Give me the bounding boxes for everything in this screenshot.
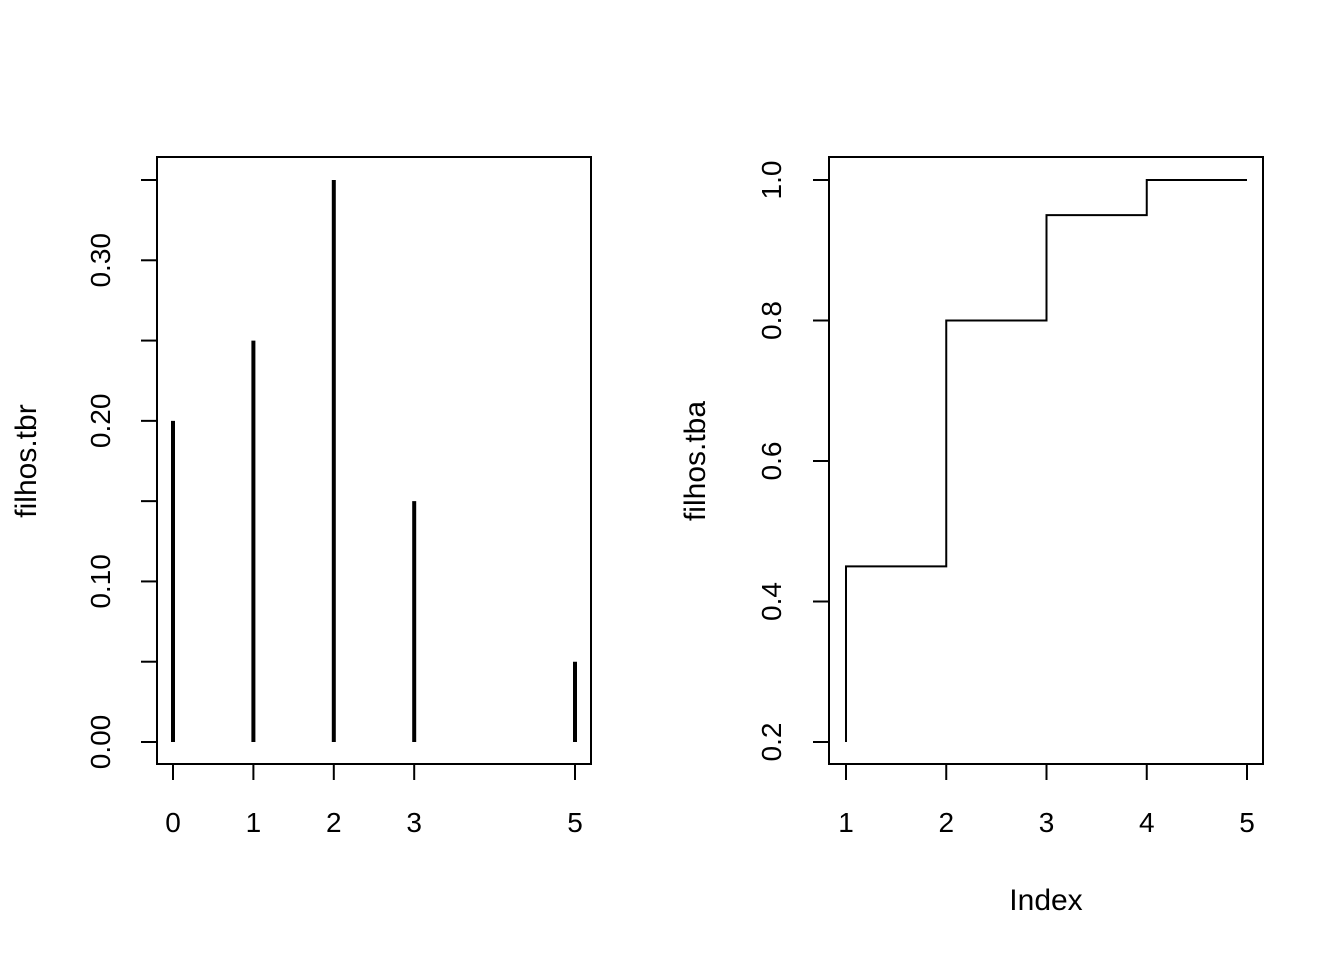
right-y-tick-label: 0.2 (756, 723, 787, 762)
right-y-axis: 0.2 0.4 0.6 0.8 1.0 (756, 161, 830, 762)
right-x-tick-label: 5 (1239, 807, 1255, 838)
left-x-axis: 0 1 2 3 5 (165, 763, 583, 838)
right-panel: 1 2 3 4 5 0.2 0.4 0.6 0.8 1.0 Index filhos.tba (679, 156, 1264, 917)
left-y-axis: 0.00 0.10 0.20 0.30 (85, 179, 158, 770)
right-x-axis-title: Index (1009, 884, 1082, 917)
left-x-tick-label: 3 (406, 807, 422, 838)
right-y-tick-label: 1.0 (756, 161, 787, 200)
right-x-tick-label: 3 (1039, 807, 1055, 838)
right-y-tick-label: 0.6 (756, 442, 787, 481)
left-y-tick-label: 0.00 (85, 715, 116, 770)
left-y-tick-label: 0.30 (85, 233, 116, 288)
right-x-tick-label: 4 (1139, 807, 1155, 838)
left-x-tick-label: 5 (567, 807, 583, 838)
left-x-tick-label: 2 (326, 807, 342, 838)
left-x-tick-label: 0 (165, 807, 181, 838)
right-y-tick-label: 0.8 (756, 301, 787, 340)
right-x-axis: 1 2 3 4 5 (838, 763, 1255, 838)
left-y-tick-label: 0.10 (85, 554, 116, 609)
left-y-axis-title: filhos.tbr (10, 404, 43, 517)
left-x-tick-label: 1 (246, 807, 262, 838)
right-step-line (845, 179, 1247, 742)
right-x-tick-label: 1 (838, 807, 854, 838)
left-panel: 0 1 2 3 5 0.00 0.10 0.20 0.30 filhos.tbr (10, 156, 592, 838)
left-y-tick-label: 0.20 (85, 394, 116, 449)
right-x-tick-label: 2 (938, 807, 954, 838)
right-y-axis-title: filhos.tba (679, 401, 712, 521)
right-y-tick-label: 0.4 (756, 582, 787, 621)
left-spikes (171, 180, 577, 742)
